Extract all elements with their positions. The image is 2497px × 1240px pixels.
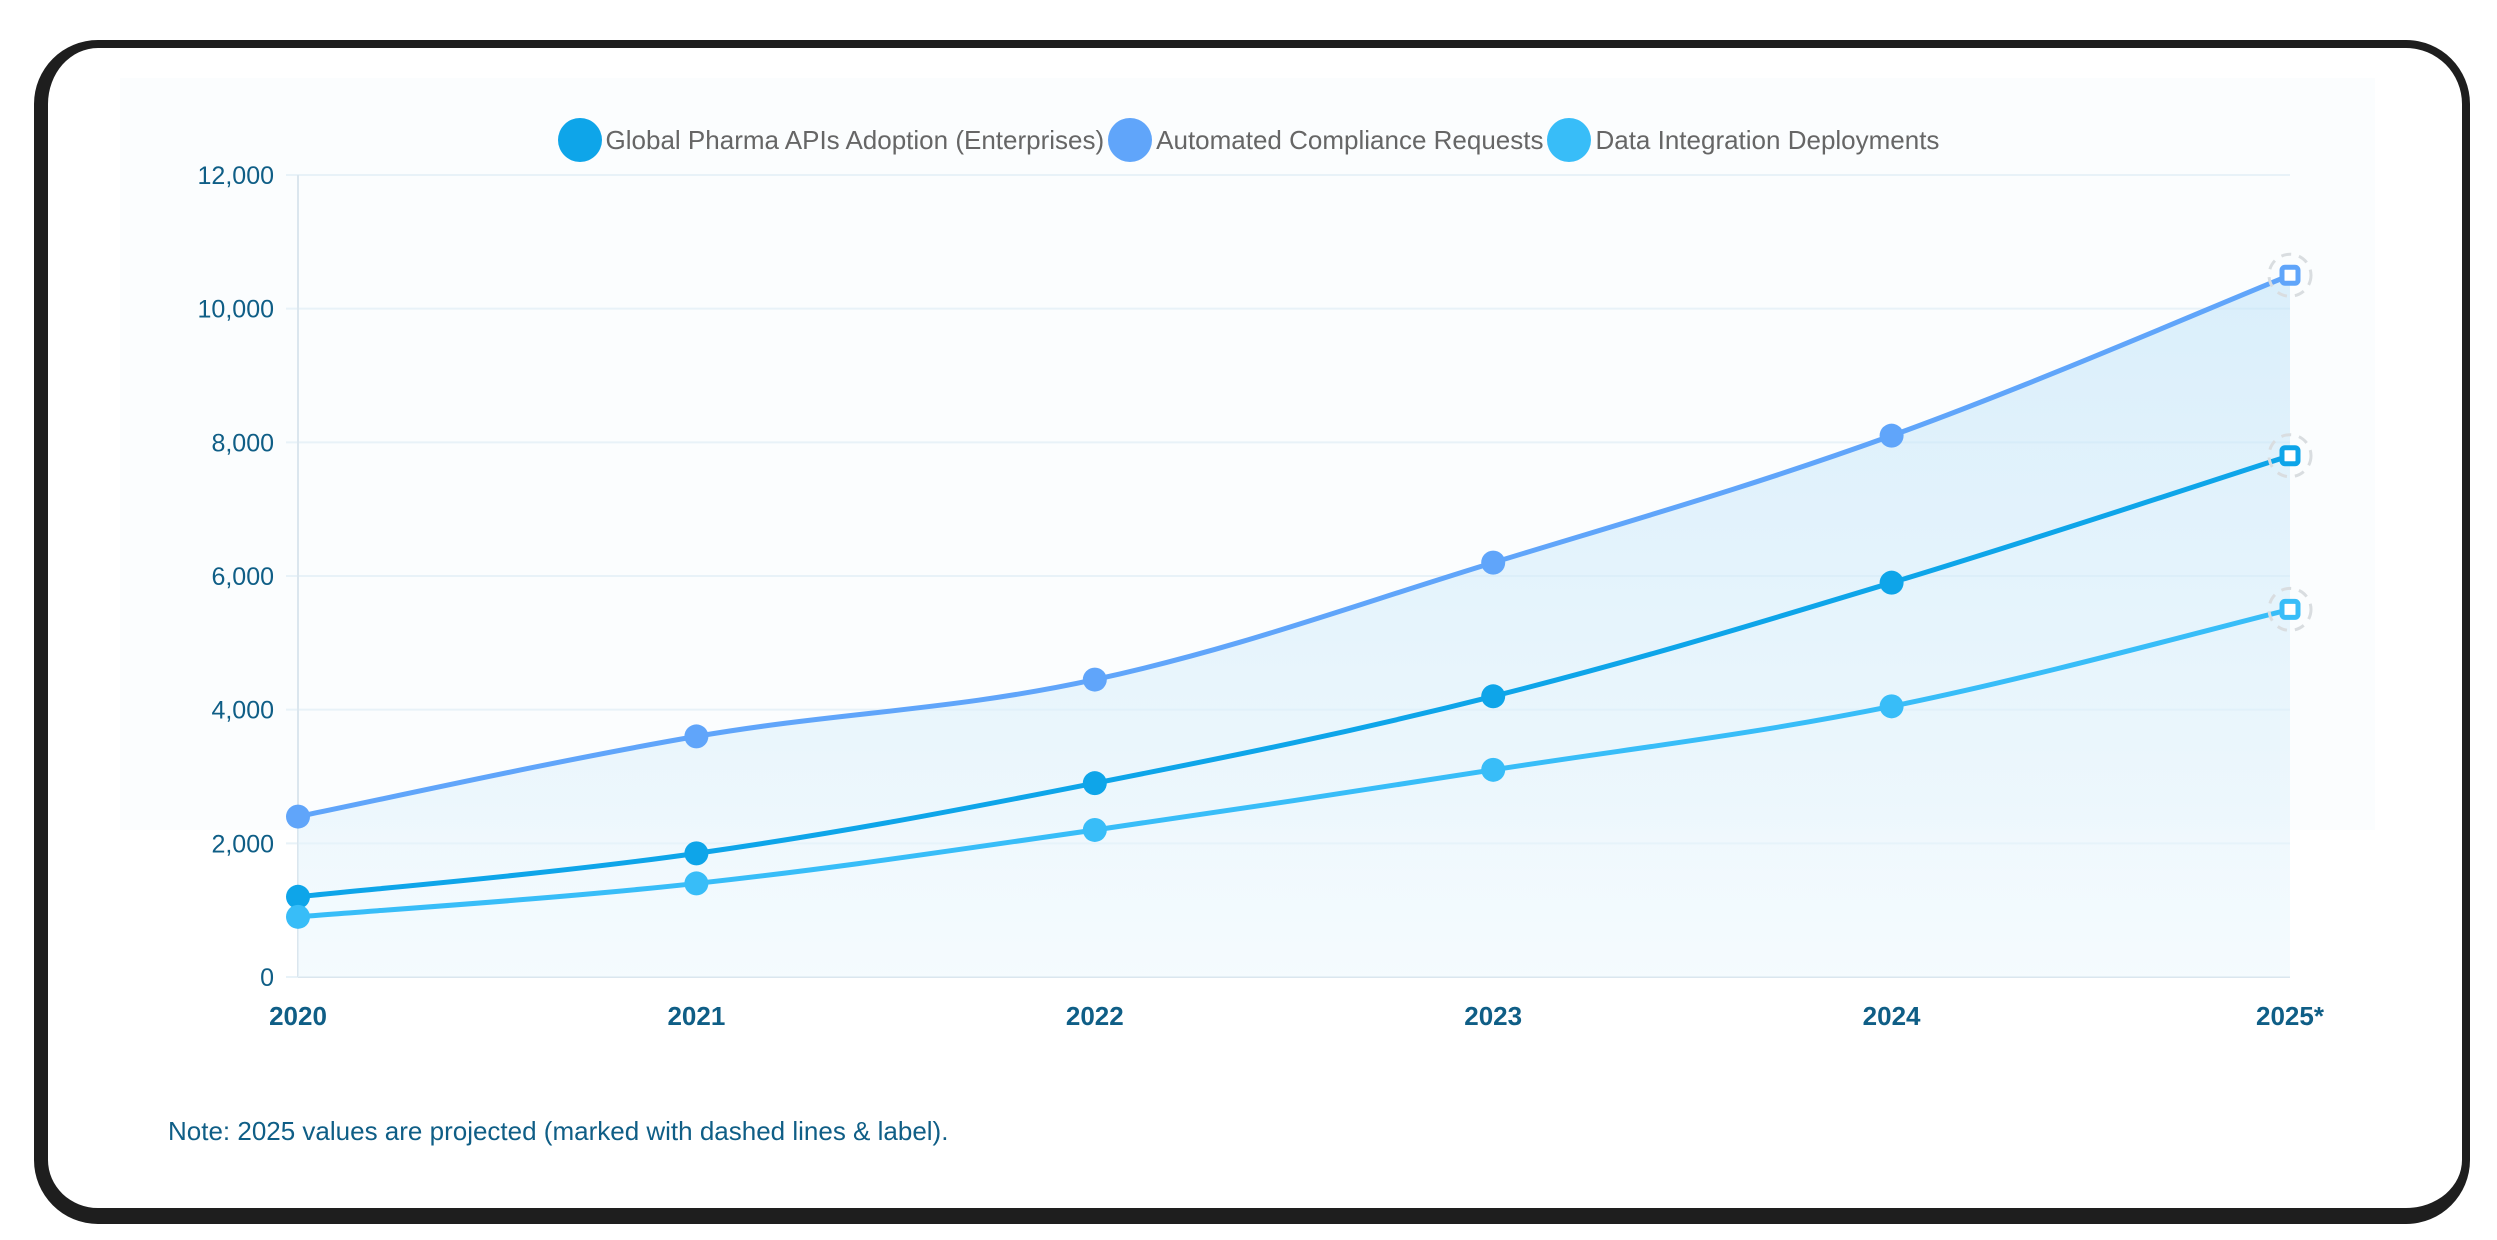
- data-point-marker[interactable]: [684, 841, 709, 866]
- y-tick-label: 2,000: [211, 830, 274, 858]
- legend-swatch-circle-icon: [1108, 118, 1153, 162]
- y-tick-label: 8,000: [211, 429, 274, 457]
- y-tick-label: 4,000: [211, 697, 274, 725]
- series-line: [295, 453, 2293, 900]
- projected-ring-icon: [2267, 252, 2313, 298]
- projected-point-marker[interactable]: [2279, 445, 2301, 467]
- x-tick-label: 2021: [667, 1001, 725, 1031]
- series-line: [295, 272, 2293, 820]
- legend-item-data-integration[interactable]: Data Integration Deployments: [1547, 118, 1939, 162]
- y-tick-label: 12,000: [198, 162, 274, 190]
- data-point-marker[interactable]: [1481, 757, 1506, 782]
- projected-ring-icon: [2267, 433, 2313, 479]
- y-tick-label: 6,000: [211, 563, 274, 591]
- data-point-marker[interactable]: [1082, 817, 1107, 842]
- legend-item-compliance-requests[interactable]: Automated Compliance Requests: [1108, 118, 1543, 162]
- data-point-marker[interactable]: [1879, 423, 1904, 448]
- data-point-marker[interactable]: [684, 724, 709, 749]
- legend-label: Global Pharma APIs Adoption (Enterprises…: [605, 124, 1105, 155]
- chart-legend: Global Pharma APIs Adoption (Enterprises…: [0, 118, 2497, 162]
- x-tick-label: 2022: [1066, 1001, 1124, 1031]
- x-tick-label: 2025*: [2256, 1001, 2325, 1031]
- legend-label: Automated Compliance Requests: [1156, 124, 1544, 155]
- projected-point-marker[interactable]: [2279, 264, 2301, 286]
- series-line: [295, 606, 2293, 920]
- data-point-marker[interactable]: [1879, 694, 1904, 719]
- data-point-marker[interactable]: [1481, 550, 1506, 575]
- x-tick-label: 2024: [1863, 1001, 1921, 1031]
- data-point-marker[interactable]: [1879, 570, 1904, 595]
- data-point-marker[interactable]: [286, 884, 310, 909]
- data-point-marker[interactable]: [684, 871, 709, 896]
- data-point-marker[interactable]: [286, 904, 310, 929]
- data-point-marker[interactable]: [1082, 771, 1107, 796]
- legend-label: Data Integration Deployments: [1595, 124, 1940, 155]
- projection-note: Note: 2025 values are projected (marked …: [168, 1116, 949, 1146]
- projected-point-marker[interactable]: [2279, 598, 2301, 620]
- data-point-marker[interactable]: [1082, 667, 1107, 692]
- legend-item-pharma-apis[interactable]: Global Pharma APIs Adoption (Enterprises…: [557, 118, 1105, 162]
- y-tick-label: 0: [260, 964, 274, 992]
- y-tick-label: 10,000: [198, 296, 274, 324]
- projected-ring-icon: [2267, 586, 2313, 632]
- x-tick-label: 2020: [269, 1001, 327, 1031]
- data-point-marker[interactable]: [1481, 684, 1506, 709]
- legend-swatch-circle-icon: [557, 118, 602, 162]
- legend-swatch-circle-icon: [1547, 118, 1592, 162]
- x-tick-label: 2023: [1464, 1001, 1522, 1031]
- data-point-marker[interactable]: [286, 804, 310, 829]
